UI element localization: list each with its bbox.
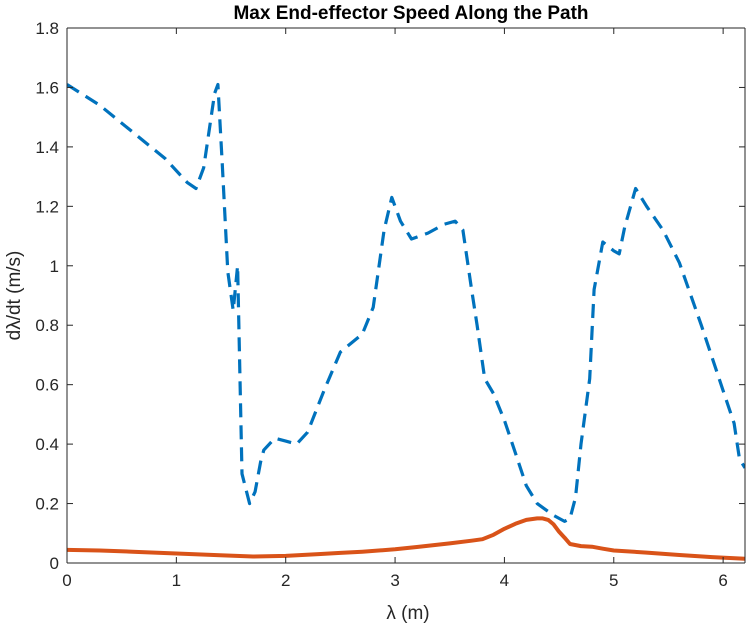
x-tick-label: 5	[609, 571, 618, 590]
x-tick-label: 3	[390, 571, 399, 590]
chart-title: Max End-effector Speed Along the Path	[233, 3, 588, 24]
y-axis-label: dλ/dt (m/s)	[4, 251, 25, 341]
x-tick-label: 2	[281, 571, 290, 590]
y-tick-label: 0	[50, 554, 59, 573]
y-tick-label: 1.6	[35, 78, 59, 97]
x-tick-label: 0	[62, 571, 71, 590]
y-tick-label: 0.8	[35, 316, 59, 335]
series-line-solid	[67, 516, 745, 561]
y-tick-label: 0.2	[35, 495, 59, 514]
ticks-layer: 0 1 2 3 4 5 6 0 0.2 0.4 0.6 0.8 1 1.2 1.4 1.6 1.8	[35, 19, 745, 590]
y-tick-label: 1.8	[35, 19, 59, 38]
y-tick-label: 1.2	[35, 197, 59, 216]
y-tick-label: 1	[50, 257, 59, 276]
series-line-dashed	[67, 82, 745, 524]
plot-area	[67, 28, 745, 563]
axes-layer	[66, 27, 746, 564]
x-axis-label: λ (m)	[386, 603, 429, 624]
series-layer	[67, 82, 745, 561]
x-tick-label: 4	[500, 571, 509, 590]
y-tick-label: 1.4	[35, 138, 59, 157]
x-tick-label: 6	[718, 571, 727, 590]
x-tick-label: 1	[172, 571, 181, 590]
y-tick-label: 0.6	[35, 376, 59, 395]
y-tick-label: 0.4	[35, 435, 59, 454]
